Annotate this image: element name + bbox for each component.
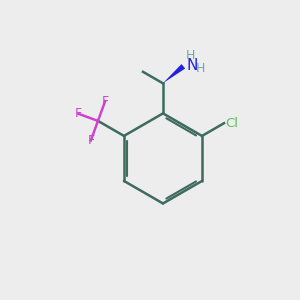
Text: F: F: [101, 95, 109, 108]
Text: F: F: [75, 107, 82, 120]
Text: Cl: Cl: [225, 117, 238, 130]
Text: F: F: [87, 134, 94, 147]
Text: H: H: [196, 62, 206, 75]
Text: N: N: [186, 58, 197, 73]
Polygon shape: [163, 64, 185, 83]
Text: H: H: [186, 49, 196, 62]
